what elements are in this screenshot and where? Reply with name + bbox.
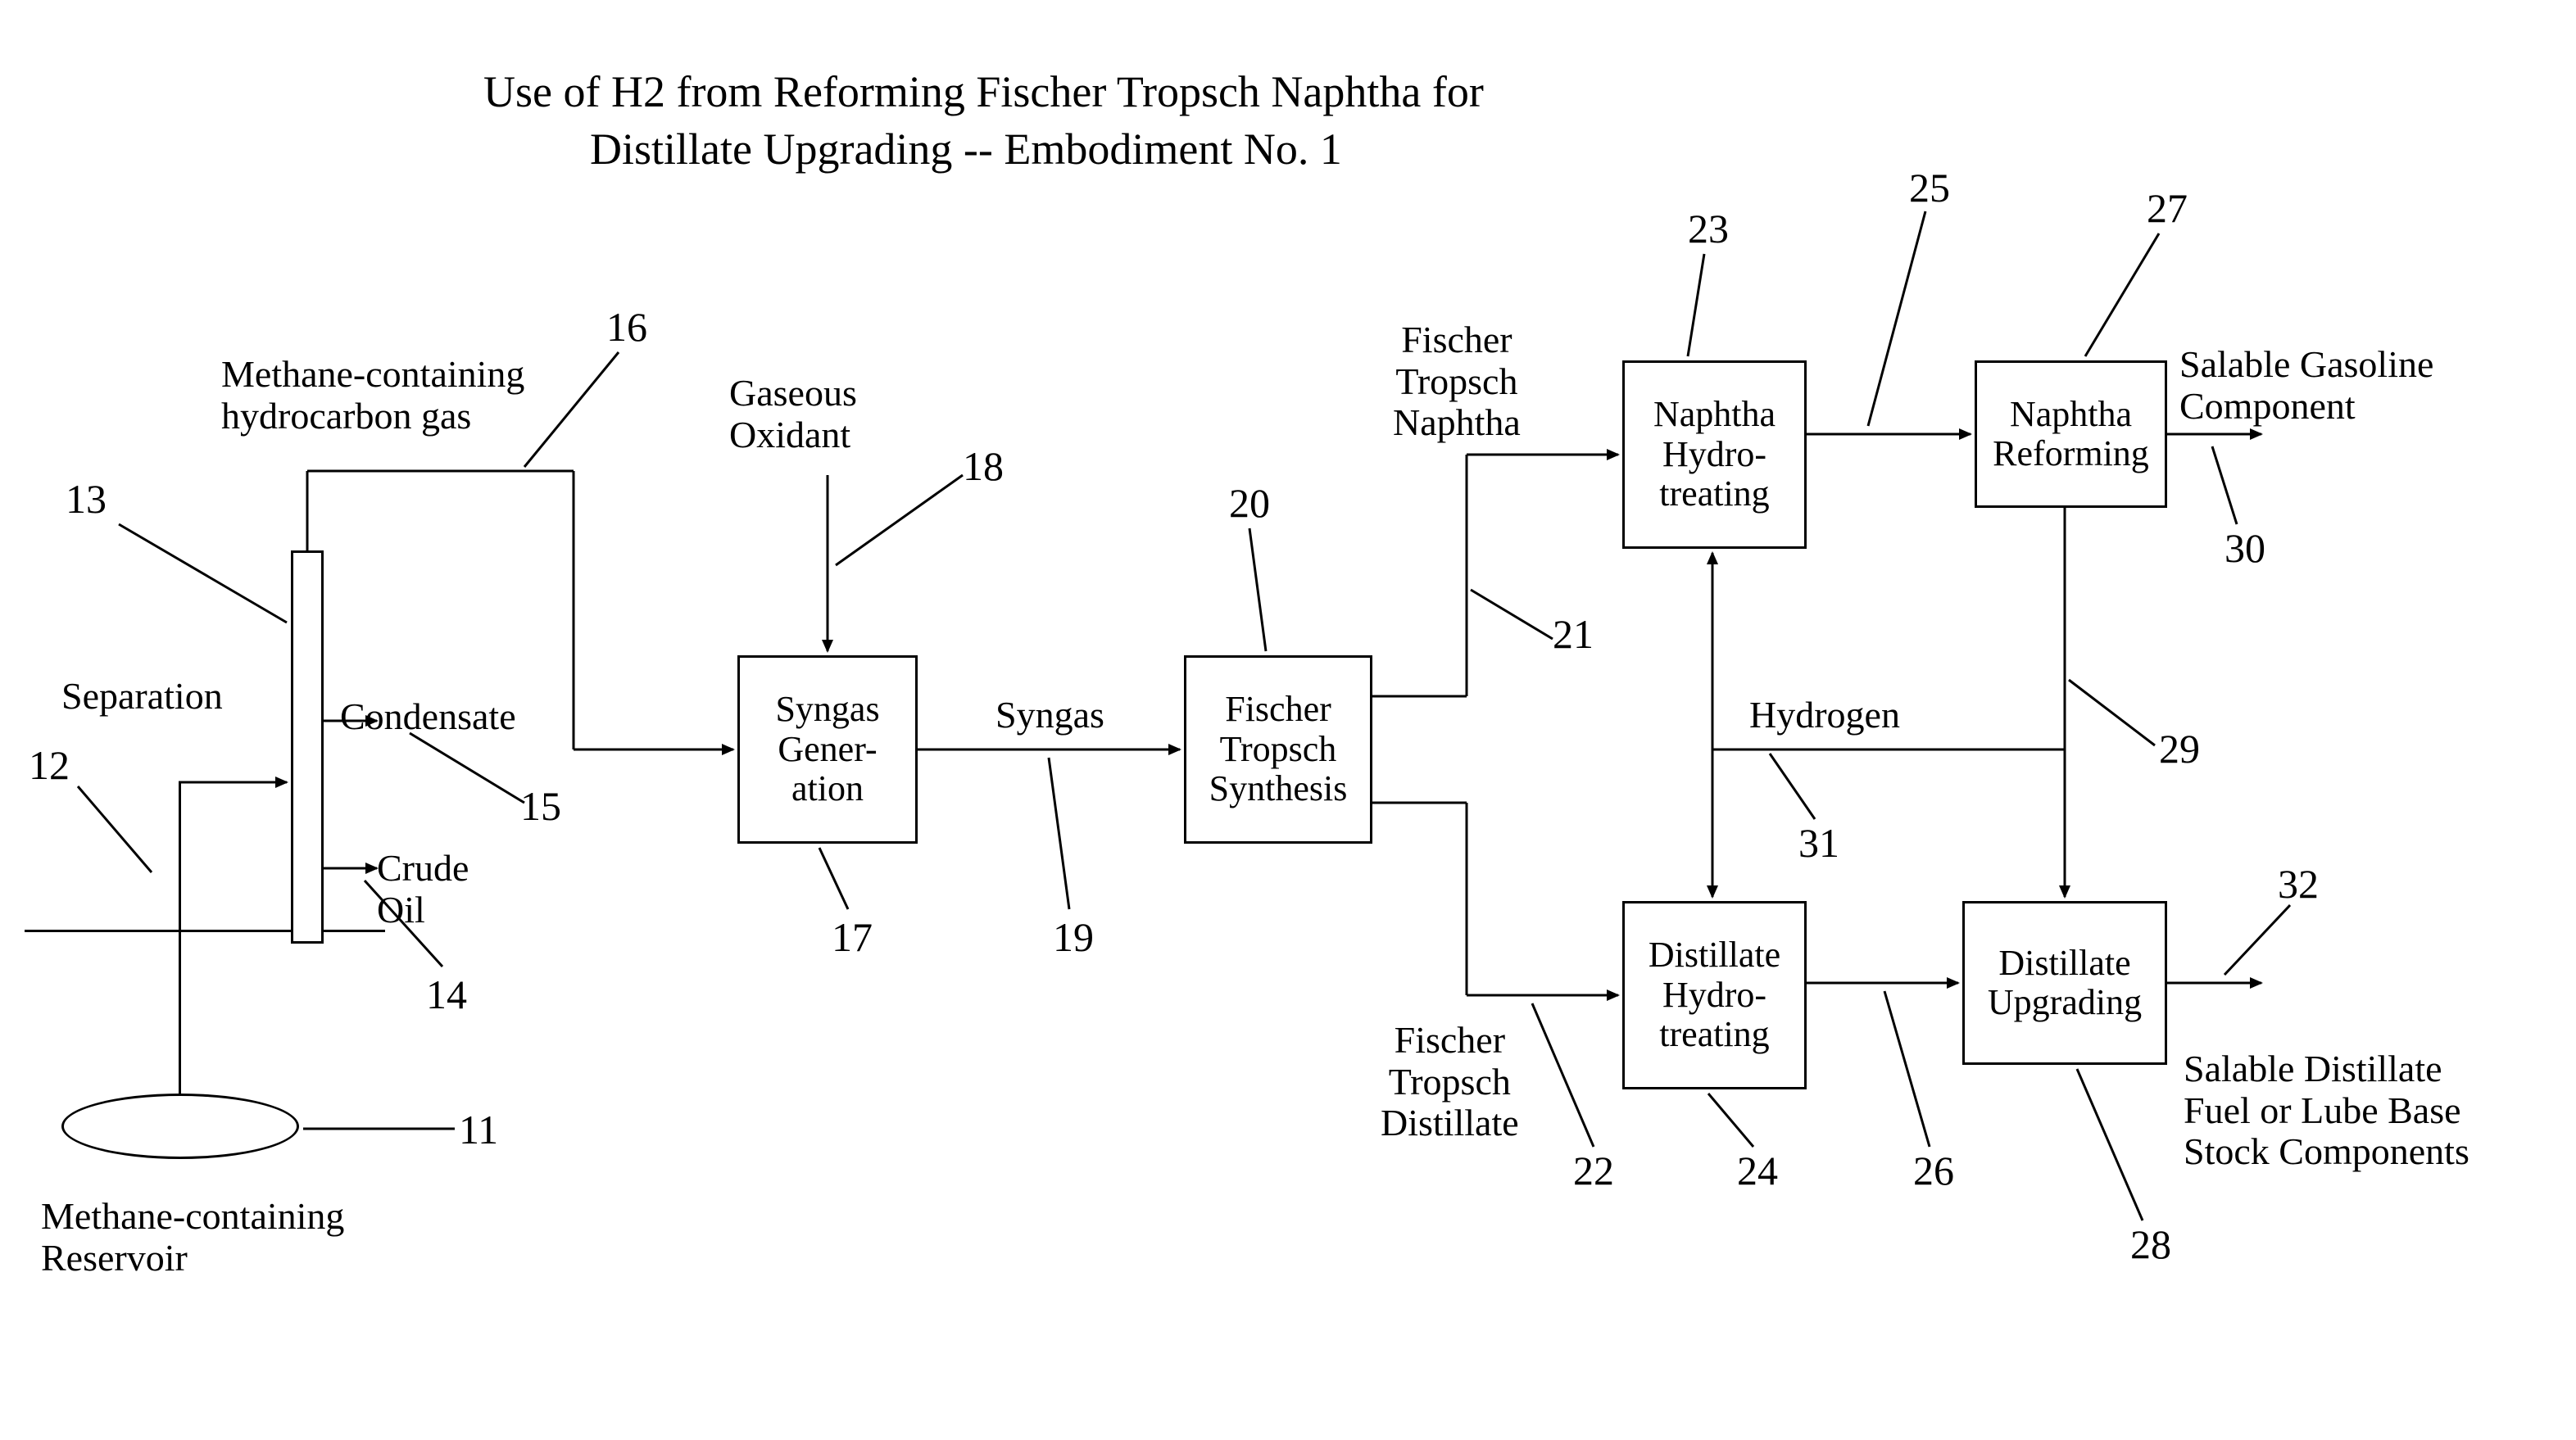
ref-19: 19	[1053, 913, 1094, 961]
label-crude-oil: Crude Oil	[377, 848, 469, 931]
diagram-canvas: Use of H2 from Reforming Fischer Tropsch…	[0, 0, 2576, 1440]
box-naphtha-reforming: Naphtha Reforming	[1975, 360, 2167, 508]
ref-13: 13	[66, 475, 107, 523]
ref-32: 32	[2278, 860, 2319, 908]
label-salable-distillate: Salable Distillate Fuel or Lube Base Sto…	[2184, 1048, 2469, 1173]
ref-25: 25	[1909, 164, 1950, 211]
label-separation: Separation	[61, 676, 223, 718]
label-hydrogen: Hydrogen	[1749, 695, 1900, 736]
ref-24: 24	[1737, 1147, 1778, 1194]
ref-23: 23	[1688, 205, 1729, 252]
ref-18: 18	[963, 442, 1004, 490]
ref-14: 14	[426, 971, 467, 1018]
ref-11: 11	[459, 1106, 498, 1153]
ref-20: 20	[1229, 479, 1270, 527]
line-reservoir-up	[179, 782, 181, 1094]
ref-27: 27	[2147, 184, 2188, 232]
ref-29: 29	[2159, 725, 2200, 772]
reservoir-shape	[61, 1094, 299, 1159]
ref-21: 21	[1553, 610, 1594, 658]
label-ft-distillate: Fischer Tropsch Distillate	[1381, 1020, 1519, 1144]
label-reservoir: Methane-containing Reservoir	[41, 1196, 344, 1279]
ref-12: 12	[29, 741, 70, 789]
line-horizontal-inlet	[25, 930, 385, 932]
box-distillate-hydrotreating: Distillate Hydro- treating	[1622, 901, 1807, 1089]
box-distillate-upgrading: Distillate Upgrading	[1962, 901, 2167, 1065]
ref-31: 31	[1798, 819, 1839, 867]
title-line-1: Use of H2 from Reforming Fischer Tropsch…	[483, 66, 1484, 119]
box-naphtha-hydrotreating: Naphtha Hydro- treating	[1622, 360, 1807, 549]
ref-17: 17	[832, 913, 873, 961]
ref-22: 22	[1573, 1147, 1614, 1194]
label-condensate: Condensate	[340, 696, 516, 738]
box-syngas-generation: Syngas Gener- ation	[737, 655, 918, 844]
label-methane-gas: Methane-containing hydrocarbon gas	[221, 354, 524, 437]
ref-26: 26	[1913, 1147, 1954, 1194]
label-syngas: Syngas	[995, 695, 1104, 736]
box-ft-synthesis: Fischer Tropsch Synthesis	[1184, 655, 1372, 844]
separator-box	[291, 550, 324, 944]
label-salable-gasoline: Salable Gasoline Component	[2179, 344, 2433, 427]
ref-15: 15	[520, 782, 561, 830]
ref-30: 30	[2225, 524, 2265, 572]
ref-16: 16	[606, 303, 647, 351]
title-line-2: Distillate Upgrading -- Embodiment No. 1	[590, 123, 1342, 176]
label-ft-naphtha: Fischer Tropsch Naphtha	[1393, 319, 1521, 444]
label-gaseous-oxidant: Gaseous Oxidant	[729, 373, 857, 455]
ref-28: 28	[2130, 1220, 2171, 1268]
